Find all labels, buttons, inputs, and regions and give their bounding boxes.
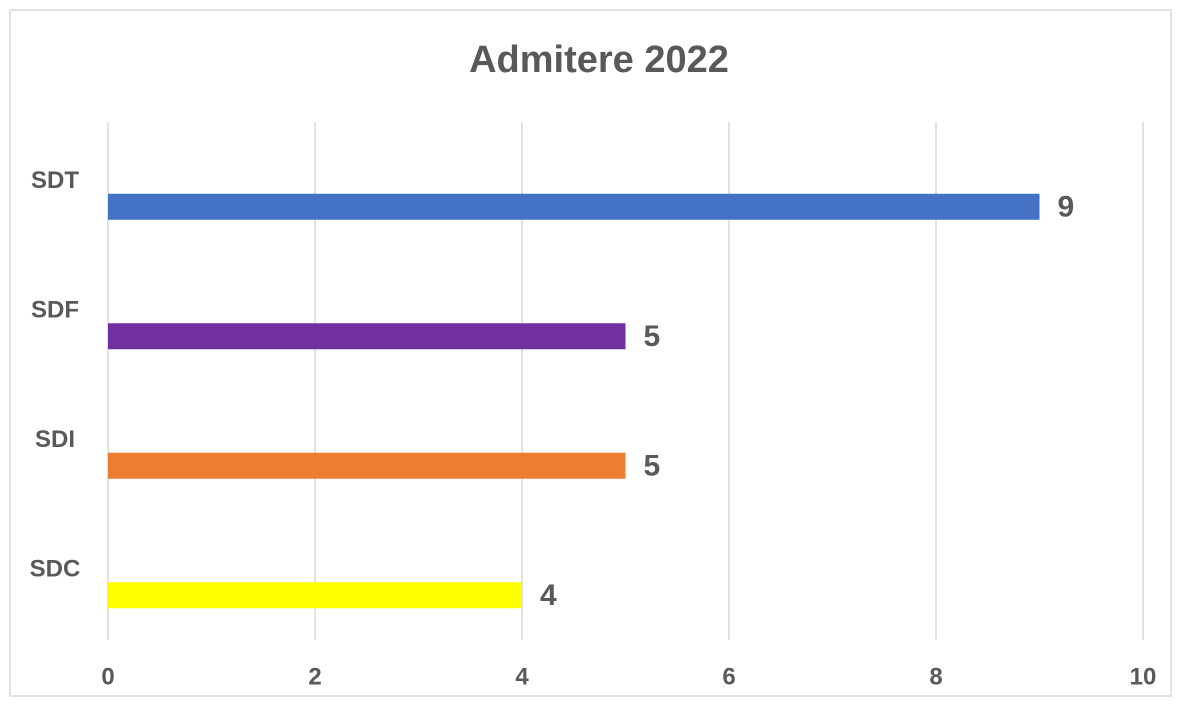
y-tick-label: SDI — [35, 426, 75, 453]
data-label: 5 — [644, 450, 661, 483]
data-label: 5 — [644, 320, 661, 353]
bar — [108, 582, 522, 609]
x-tick-label: 10 — [1130, 663, 1157, 690]
data-label: 4 — [540, 579, 557, 612]
chart-title: Admitere 2022 — [469, 39, 729, 81]
x-tick-label: 0 — [101, 663, 114, 690]
data-label: 9 — [1058, 191, 1075, 224]
y-tick-label: SDT — [31, 167, 79, 194]
y-tick-label: SDF — [31, 297, 79, 324]
x-tick-label: 2 — [308, 663, 321, 690]
chart-border — [9, 9, 1172, 697]
x-tick-label: 4 — [515, 663, 529, 690]
bar — [108, 193, 1040, 220]
x-tick-label: 8 — [929, 663, 942, 690]
bar — [108, 452, 626, 479]
y-tick-label: SDC — [30, 556, 81, 583]
x-tick-label: 6 — [722, 663, 735, 690]
bar — [108, 323, 626, 350]
